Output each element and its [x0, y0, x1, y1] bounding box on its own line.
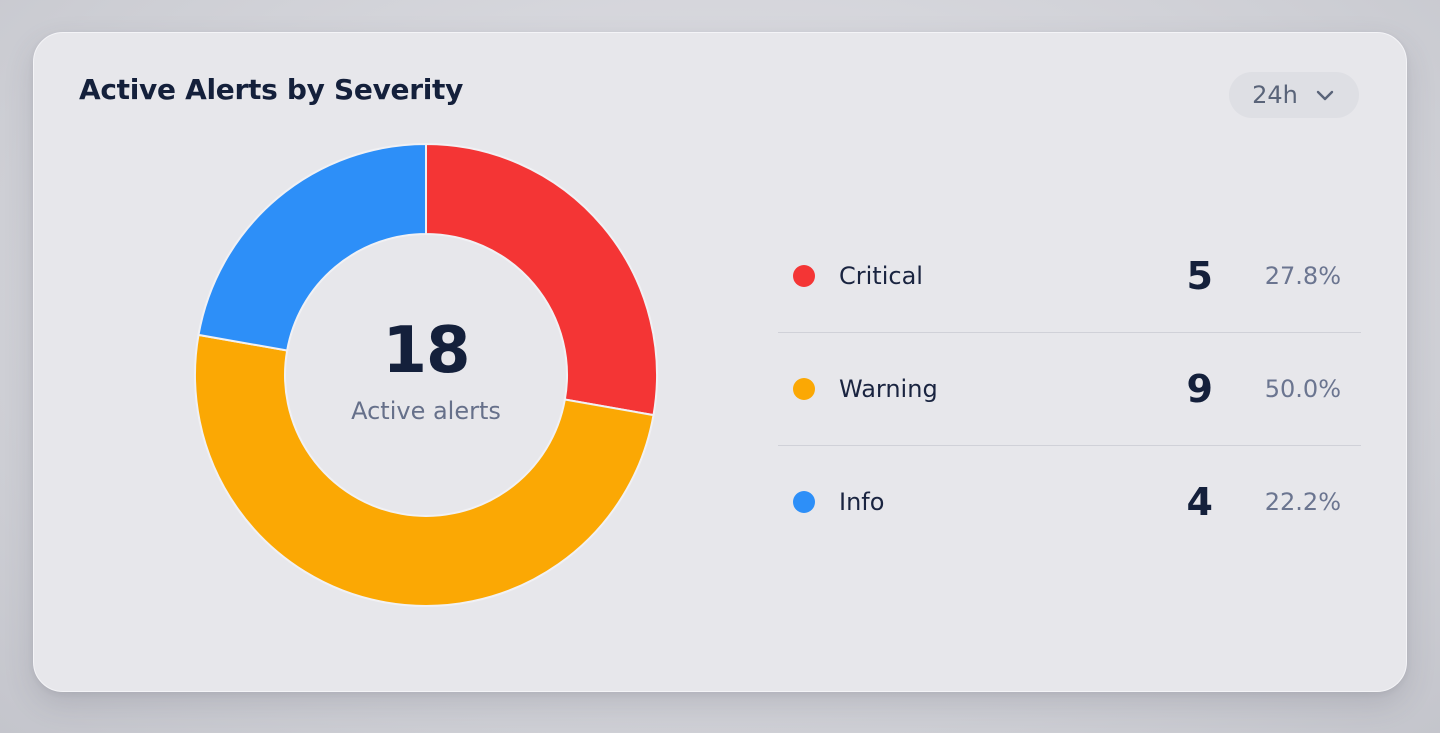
legend-label: Critical	[839, 262, 923, 290]
legend-row-warning: Warning 9 50.0%	[778, 333, 1361, 446]
donut-slice-critical	[425, 142, 658, 417]
alerts-card: Active Alerts by Severity 24h 18 Active …	[33, 32, 1407, 692]
legend-percent: 50.0%	[1264, 375, 1341, 403]
legend-row-info: Info 4 22.2%	[778, 446, 1361, 558]
donut-slice-warning	[194, 333, 655, 607]
legend-percent: 27.8%	[1264, 262, 1341, 290]
legend-count: 5	[1186, 254, 1213, 298]
legend-label: Warning	[839, 375, 938, 403]
info-dot-icon	[793, 491, 815, 513]
legend-row-critical: Critical 5 27.8%	[778, 220, 1361, 333]
critical-dot-icon	[793, 265, 815, 287]
total-alerts-value: 18	[382, 314, 470, 388]
legend-percent: 22.2%	[1264, 488, 1341, 516]
card-title: Active Alerts by Severity	[79, 73, 464, 106]
legend-count: 9	[1186, 367, 1213, 411]
time-range-select[interactable]: 24h	[1229, 72, 1359, 118]
chevron-down-icon	[1314, 84, 1336, 106]
time-range-label: 24h	[1252, 81, 1298, 109]
legend: Critical 5 27.8% Warning 9 50.0% Info 4 …	[778, 220, 1361, 558]
legend-count: 4	[1186, 480, 1213, 524]
donut-slice-info	[197, 142, 427, 352]
legend-label: Info	[839, 488, 885, 516]
donut-chart	[194, 142, 658, 607]
warning-dot-icon	[793, 378, 815, 400]
total-alerts-label: Active alerts	[351, 397, 501, 425]
